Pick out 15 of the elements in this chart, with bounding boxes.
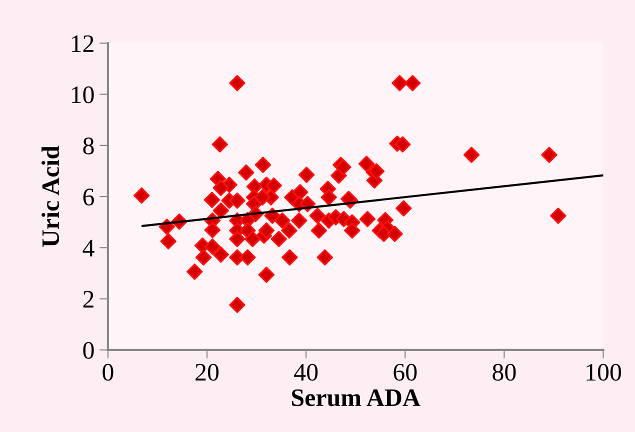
x-tick-label: 20 xyxy=(196,364,219,381)
x-tick-label: 60 xyxy=(394,364,417,381)
y-tick-label: 4 xyxy=(82,240,94,256)
y-tick-label: 2 xyxy=(83,290,94,308)
y-tick-label: 12 xyxy=(72,35,94,52)
y-axis-title: Uric Acid xyxy=(42,146,60,247)
y-tick-label: 10 xyxy=(72,86,94,104)
x-tick-label: 100 xyxy=(586,364,622,381)
x-tick-label: 40 xyxy=(294,364,318,381)
x-tick-label: 80 xyxy=(492,364,516,381)
x-axis-title: Serum ADA xyxy=(292,389,420,406)
y-tick-label: 0 xyxy=(83,342,94,359)
y-tick-label: 8 xyxy=(83,137,94,154)
y-tick-label: 6 xyxy=(83,188,94,206)
x-tick-label: 0 xyxy=(102,364,114,381)
